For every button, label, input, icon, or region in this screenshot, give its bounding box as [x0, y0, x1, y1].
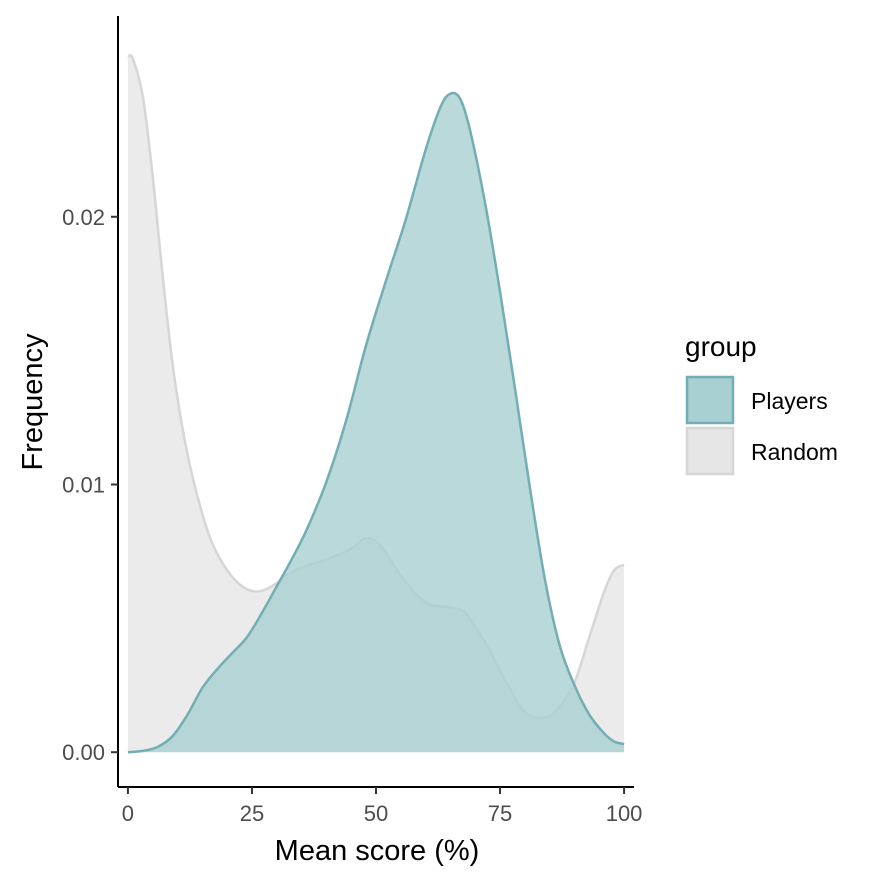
y-tick-label: 0.00 — [62, 740, 105, 765]
x-tick-label: 100 — [606, 801, 643, 826]
x-tick-label: 75 — [488, 801, 512, 826]
legend: group Players Random — [685, 331, 838, 476]
x-tick-label: 0 — [122, 801, 134, 826]
legend-key-random — [685, 426, 735, 476]
y-tick-label: 0.02 — [62, 205, 105, 230]
y-tick-label: 0.01 — [62, 472, 105, 497]
x-tick-label: 25 — [240, 801, 264, 826]
density-line-players — [127, 91, 625, 754]
legend-title: group — [685, 331, 757, 362]
legend-label-random: Random — [751, 439, 838, 465]
legend-label-players: Players — [751, 388, 828, 414]
plot-area — [127, 53, 625, 754]
legend-key-players — [685, 375, 735, 425]
density-area-players — [127, 93, 625, 753]
axis-ticks: 0 25 50 75 100 0.00 0.01 0.02 — [62, 205, 642, 826]
x-axis-title: Mean score (%) — [275, 835, 480, 867]
y-axis-title: Frequency — [17, 333, 49, 471]
x-tick-label: 50 — [364, 801, 388, 826]
